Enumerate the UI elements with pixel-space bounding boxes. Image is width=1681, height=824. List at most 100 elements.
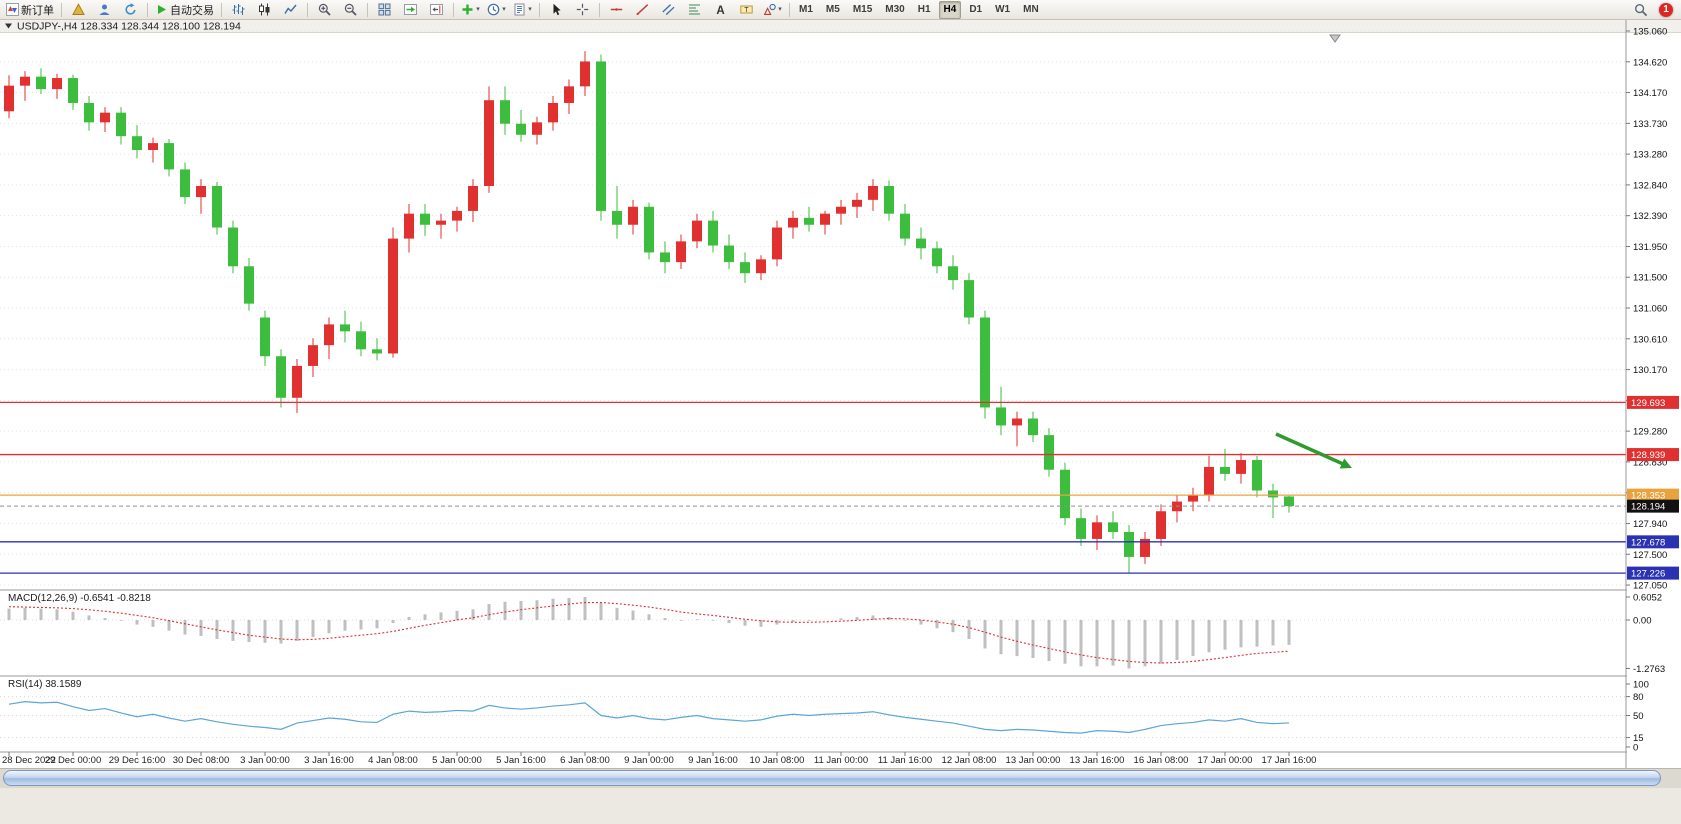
zoom-in-button[interactable] [312,0,337,19]
timeframe-W1[interactable]: W1 [995,3,1011,15]
candle-body [180,169,190,198]
crosshair-button[interactable] [570,0,595,19]
current-price-badge: 128.194 [1627,499,1679,513]
cursor-icon [550,3,563,16]
candle [132,125,142,159]
trendline-button[interactable] [630,0,655,19]
arrow-tools-button[interactable]: ▾ [760,0,785,19]
candle-body [148,143,158,151]
candle-body [260,317,270,357]
candle [1188,487,1198,512]
candle-body [1252,460,1262,491]
candle-body [116,112,126,137]
candle [100,107,110,133]
time-axis-label: 29 Dec 16:00 [109,755,166,766]
time-axis-label: 12 Jan 08:00 [942,755,997,766]
one-click-trading-toggle[interactable] [5,23,12,29]
refresh-button[interactable] [118,0,143,19]
timeframe-M15[interactable]: M15 [852,3,873,15]
candle [820,210,830,235]
candle-body [52,78,62,90]
candle [212,181,222,235]
bar-chart-button[interactable] [226,0,251,19]
price-axis-label: 131.950 [1633,242,1667,253]
candle [4,75,14,119]
candle-body [484,100,494,187]
candle [68,74,78,110]
text-button[interactable]: A [708,0,733,19]
price-axis-label: 134.620 [1633,57,1667,68]
autotrading-button[interactable]: 自动交易 [152,0,217,19]
candle [692,213,702,249]
market-button[interactable] [66,0,91,19]
horizontal-line-button[interactable] [604,0,629,19]
timeframe-M1[interactable]: M1 [799,3,813,15]
candle [756,255,766,281]
candle [84,96,94,131]
scrollbar-thumb[interactable] [3,770,1661,786]
candle [1252,455,1262,498]
trend-arrow-annotation[interactable] [1275,432,1352,469]
equidistant-channel-button[interactable] [656,0,681,19]
tile-windows-button[interactable] [372,0,397,19]
candle-body [1188,494,1198,502]
periods-button[interactable]: ▾ [484,0,509,19]
macd-header: MACD(12,26,9) -0.6541 -0.8218 [8,593,151,604]
candle [260,310,270,366]
time-axis-label: 4 Jan 08:00 [368,755,418,766]
tile-icon [378,3,391,16]
candlestick-chart-button[interactable] [252,0,277,19]
time-axis-label: 29 Dec 00:00 [45,755,102,766]
auto-scroll-button[interactable] [398,0,423,19]
toolbar-separator [147,2,148,17]
search-button[interactable] [1628,0,1653,19]
zoom-out-button[interactable] [338,0,363,19]
timeframe-M30[interactable]: M30 [885,3,905,15]
timeframe-H1[interactable]: H1 [917,3,931,15]
candle-body [468,186,478,211]
candle [196,179,206,214]
candle-body [372,349,382,354]
candle-body [692,220,702,242]
price-badge-128.353: 128.353 [1627,488,1679,502]
candle [516,109,526,142]
timeframe-M5[interactable]: M5 [825,3,840,15]
chart-shift-button[interactable] [424,0,449,19]
candle-body [724,245,734,263]
timeframe-H4[interactable]: H4 [938,0,962,19]
candle [500,86,510,135]
candle-body [1028,418,1038,436]
notification-badge[interactable]: 1 [1659,2,1673,17]
text-label-button[interactable]: T [734,0,759,19]
candle [852,192,862,218]
new-order-icon [6,3,19,16]
candle-body [564,86,574,103]
price-axis-label: 127.500 [1633,550,1667,561]
chart-area[interactable]: USDJPY-,H4 128.334 128.344 128.100 128.1… [0,20,1681,769]
candle-body [308,345,318,366]
line-chart-button[interactable] [278,0,303,19]
cursor-button[interactable] [544,0,569,19]
horizontal-scrollbar[interactable] [0,768,1681,788]
candle-body [196,186,206,198]
candle-body [1236,460,1246,474]
time-axis-label: 17 Jan 16:00 [1262,755,1317,766]
candle [868,179,878,211]
timeframe-MN[interactable]: MN [1023,3,1039,15]
new-order-button[interactable]: 新订单 [3,0,57,19]
candle-body [1156,511,1166,539]
new-order-label: 新订单 [21,4,54,17]
shapes-icon [763,3,776,16]
signals-button[interactable] [92,0,117,19]
candle [1236,453,1246,484]
templates-button[interactable]: ▾ [510,0,535,19]
candle-body [676,241,686,263]
candle [708,210,718,253]
fibonacci-button[interactable] [682,0,707,19]
timeframe-D1[interactable]: D1 [969,3,983,15]
indicators-button[interactable]: ▾ [458,0,483,19]
chevron-down-icon: ▾ [476,6,480,13]
candle-body [820,213,830,225]
chart-canvas[interactable]: USDJPY-,H4 128.334 128.344 128.100 128.1… [0,20,1681,769]
